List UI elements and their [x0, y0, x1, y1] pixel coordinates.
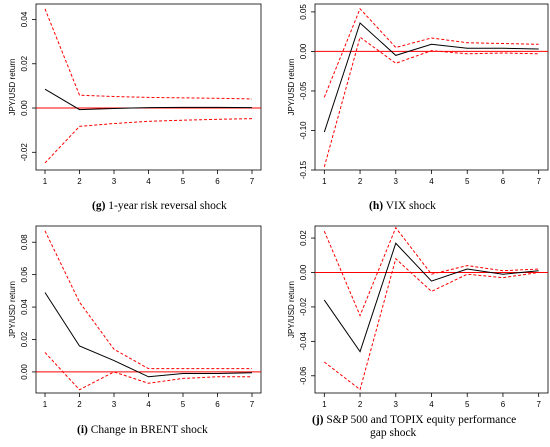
caption-h: (h) VIX shock — [369, 200, 436, 213]
x-tick-label-j-2: 2 — [358, 400, 363, 409]
y-tick-label-h-3: 0.00 — [299, 43, 308, 59]
y-tick-label-i-0: 0.00 — [20, 364, 29, 380]
y-tick-label-i-1: 0.02 — [20, 331, 29, 347]
x-tick-label-i-7: 7 — [250, 400, 255, 409]
series-upper-j — [323, 226, 539, 317]
series-response-h — [323, 22, 539, 133]
y-tick-label-h-0: -0.15 — [299, 160, 308, 179]
y-tick-label-g-0: -0.02 — [20, 143, 29, 162]
x-tick-label-i-5: 5 — [181, 400, 186, 409]
x-tick-label-j-1: 1 — [322, 400, 327, 409]
y-tick-label-j-2: -0.02 — [299, 297, 308, 316]
x-tick-label-j-5: 5 — [465, 400, 470, 409]
series-lower-g — [44, 118, 253, 164]
x-tick-label-g-1: 1 — [43, 177, 48, 186]
x-tick-label-g-3: 3 — [112, 177, 117, 186]
x-tick-label-g-7: 7 — [250, 177, 255, 186]
series-lower-i — [44, 352, 252, 391]
caption-h-letter: (h) — [369, 200, 384, 212]
panel-h: 1 2 3 4 5 6 7 -0.15 -0.10 -0.05 0.00 0.05 JPY/USD re… — [287, 3, 549, 186]
series-upper-h — [323, 7, 539, 98]
plot-frame-j — [314, 225, 549, 394]
x-tick-label-i-4: 4 — [146, 400, 151, 409]
x-tick-label-h-7: 7 — [536, 177, 541, 186]
panel-j: 1 2 3 4 5 6 7 -0.06 -0.04 -0.02 0.00 0.02 JPY/USD re… — [287, 225, 549, 409]
y-axis-label-g: JPY/USD return — [8, 59, 17, 116]
x-tick-label-i-2: 2 — [77, 400, 82, 409]
x-tick-label-j-4: 4 — [429, 400, 434, 409]
series-response-g — [44, 88, 253, 111]
y-tick-label-j-4: 0.02 — [299, 230, 308, 246]
caption-j: (j) S&P 500 and TOPIX equity performance… — [312, 414, 548, 440]
caption-j-text: S&P 500 and TOPIX equity performance — [323, 414, 517, 426]
caption-g-text: 1-year risk reversal shock — [105, 200, 227, 212]
caption-i-letter: (i) — [77, 424, 88, 436]
x-tick-label-j-3: 3 — [394, 400, 399, 409]
y-tick-label-j-0: -0.06 — [299, 366, 308, 385]
y-tick-label-i-3: 0.06 — [20, 266, 29, 282]
series-upper-i — [44, 230, 252, 370]
series-lower-h — [323, 36, 539, 167]
caption-i: (i) Change in BRENT shock — [77, 424, 208, 437]
caption-j-text-line2: gap shock — [370, 427, 417, 439]
y-tick-label-i-4: 0.08 — [20, 234, 29, 250]
y-tick-label-g-1: 0.00 — [20, 100, 29, 116]
caption-j-letter: (j) — [312, 414, 324, 426]
panel-i: 1 2 3 4 5 6 7 0.00 0.02 0.04 0.06 0.08 JPY/USD retur… — [8, 225, 262, 409]
y-tick-label-j-3: 0.00 — [299, 264, 308, 280]
plot-frame-i — [35, 225, 262, 394]
caption-g: (g) 1-year risk reversal shock — [92, 200, 227, 213]
x-tick-label-g-2: 2 — [77, 177, 82, 186]
series-response-i — [44, 292, 253, 378]
y-tick-label-h-2: -0.05 — [299, 81, 308, 100]
x-tick-label-g-5: 5 — [181, 177, 186, 186]
y-axis-label-j: JPY/USD return — [287, 281, 296, 338]
x-tick-label-h-1: 1 — [322, 177, 327, 186]
x-tick-label-j-6: 6 — [501, 400, 506, 409]
x-tick-label-g-6: 6 — [215, 177, 220, 186]
caption-i-text: Change in BRENT shock — [87, 424, 208, 436]
x-tick-label-i-6: 6 — [215, 400, 220, 409]
x-tick-label-h-6: 6 — [501, 177, 506, 186]
y-tick-label-h-4: 0.05 — [299, 4, 308, 20]
x-tick-label-i-1: 1 — [43, 400, 48, 409]
plot-frame-h — [314, 3, 549, 171]
plot-frame-g — [35, 3, 262, 171]
x-tick-label-g-4: 4 — [146, 177, 151, 186]
x-tick-label-j-7: 7 — [536, 400, 541, 409]
x-tick-label-h-5: 5 — [465, 177, 470, 186]
y-axis-label-i: JPY/USD return — [8, 281, 17, 338]
y-tick-label-j-1: -0.04 — [299, 332, 308, 351]
caption-h-text: VIX shock — [383, 200, 436, 212]
y-tick-label-h-1: -0.10 — [299, 121, 308, 140]
panel-g: 1 2 3 4 5 6 7 -0.02 0.00 0.02 0.04 JPY/USD return — [8, 3, 262, 186]
x-tick-label-i-3: 3 — [112, 400, 117, 409]
y-tick-label-g-2: 0.02 — [20, 55, 29, 71]
x-tick-label-h-2: 2 — [358, 177, 363, 186]
y-axis-label-h: JPY/USD return — [287, 59, 296, 116]
x-tick-label-h-4: 4 — [429, 177, 434, 186]
series-lower-j — [324, 257, 539, 391]
x-tick-label-h-3: 3 — [394, 177, 399, 186]
series-upper-g — [44, 8, 253, 100]
y-tick-label-g-3: 0.04 — [20, 11, 29, 27]
y-tick-label-i-2: 0.04 — [20, 299, 29, 315]
series-response-j — [323, 242, 539, 353]
caption-g-letter: (g) — [92, 200, 106, 212]
